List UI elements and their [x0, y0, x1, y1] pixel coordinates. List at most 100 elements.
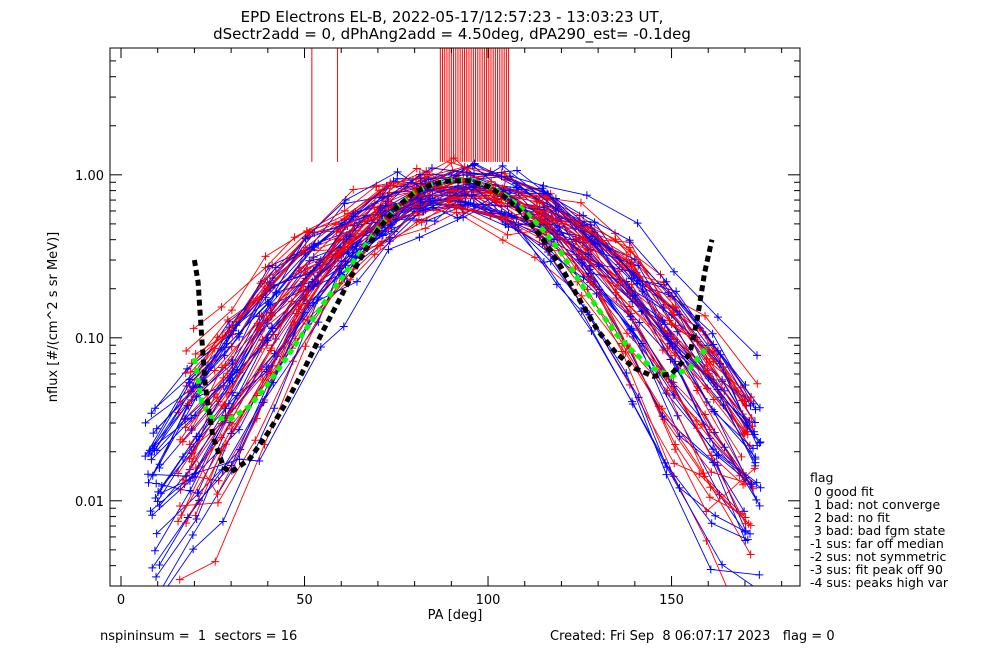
sector-point [255, 312, 264, 321]
sector-point [716, 350, 725, 359]
sector-point [746, 550, 755, 559]
sector-point [373, 213, 382, 222]
sector-point [453, 182, 462, 191]
sector-point [262, 314, 271, 323]
sector-point [611, 288, 620, 297]
sector-point [693, 382, 702, 391]
fit-curves [191, 177, 715, 476]
sector-point [148, 605, 156, 613]
sector-point [736, 383, 745, 392]
sector-point [705, 425, 714, 434]
sector-point [232, 321, 241, 330]
sector-point [187, 414, 196, 423]
sector-point [334, 253, 343, 262]
sector-point [213, 490, 222, 499]
sector-point [638, 287, 647, 296]
sector-point [338, 245, 347, 254]
sector-point [174, 517, 183, 526]
sector-point [386, 221, 395, 230]
sector-point [383, 192, 392, 201]
sector-point [149, 442, 158, 451]
sector-point [252, 414, 261, 423]
sector-point [670, 459, 679, 468]
sector-point [421, 224, 430, 233]
sector-point [185, 454, 194, 463]
sector-point [707, 468, 716, 477]
sector-point [192, 515, 201, 524]
sector-point [189, 324, 198, 333]
sector-point [663, 386, 672, 395]
sector-point [271, 263, 280, 272]
sector-point [144, 478, 153, 487]
sector-point [662, 277, 671, 286]
sector-trace-red [190, 171, 750, 522]
sector-point [712, 451, 721, 460]
sector-point [753, 379, 762, 388]
sector-point [497, 172, 506, 181]
sector-point [747, 413, 756, 422]
sector-point [506, 186, 515, 195]
data-curves [141, 48, 765, 613]
legend-item-flag-3: 3 bad: bad fgm state [810, 523, 946, 538]
sector-point [267, 312, 276, 321]
sector-point [337, 219, 346, 228]
sector-point [755, 501, 764, 510]
footer-spin-info: nspininsum = 1 sectors = 16 [100, 629, 297, 644]
sector-point [341, 239, 350, 248]
sector-point [757, 588, 765, 596]
x-tick-label: 50 [296, 593, 313, 608]
sector-point [301, 342, 310, 351]
sector-point [663, 344, 672, 353]
sector-point [228, 377, 237, 386]
sector-point [498, 161, 507, 170]
sector-trace-line [157, 164, 752, 493]
sector-point [148, 601, 156, 609]
sector-point [746, 521, 755, 530]
sector-point [221, 361, 230, 370]
sector-point [393, 167, 402, 176]
sector-point [348, 226, 357, 235]
sector-point [468, 161, 477, 170]
sector-trace-line [159, 195, 748, 566]
sector-point [413, 194, 422, 203]
sector-point [702, 536, 711, 545]
sector-trace-blue [148, 182, 764, 613]
sector-point [294, 305, 303, 314]
sector-point [631, 291, 640, 300]
sector-point [213, 498, 222, 507]
sector-point [547, 214, 556, 223]
sector-point [211, 557, 220, 566]
sector-point [268, 274, 277, 283]
sector-point [710, 407, 719, 416]
sector-point [141, 418, 150, 427]
sector-point [633, 219, 642, 228]
sector-point [461, 189, 469, 198]
sector-point [470, 159, 479, 168]
sector-point [662, 470, 671, 479]
sector-point [701, 311, 710, 320]
sector-point [175, 501, 184, 510]
chart-title: EPD Electrons EL-B, 2022-05-17/12:57:23 … [241, 8, 664, 26]
sector-point [268, 324, 277, 333]
sector-point [234, 329, 243, 338]
y-tick-label: 1.00 [75, 169, 104, 184]
sector-point [144, 449, 153, 458]
sector-point [144, 470, 153, 479]
sector-point [214, 476, 223, 485]
sector-point [627, 258, 636, 267]
sector-point [304, 282, 313, 291]
sector-point [267, 344, 276, 353]
sector-point [669, 304, 678, 313]
sector-point [445, 193, 454, 202]
sector-point [538, 184, 547, 193]
sector-trace-line [156, 199, 751, 535]
sector-point [427, 164, 436, 173]
sector-trace-line [148, 165, 758, 454]
sector-point [625, 243, 634, 252]
sector-point [210, 366, 219, 375]
sector-point [503, 230, 512, 239]
sector-point [497, 214, 506, 223]
sector-point [746, 529, 755, 538]
sector-trace-line [154, 167, 751, 451]
sector-point [447, 195, 456, 204]
